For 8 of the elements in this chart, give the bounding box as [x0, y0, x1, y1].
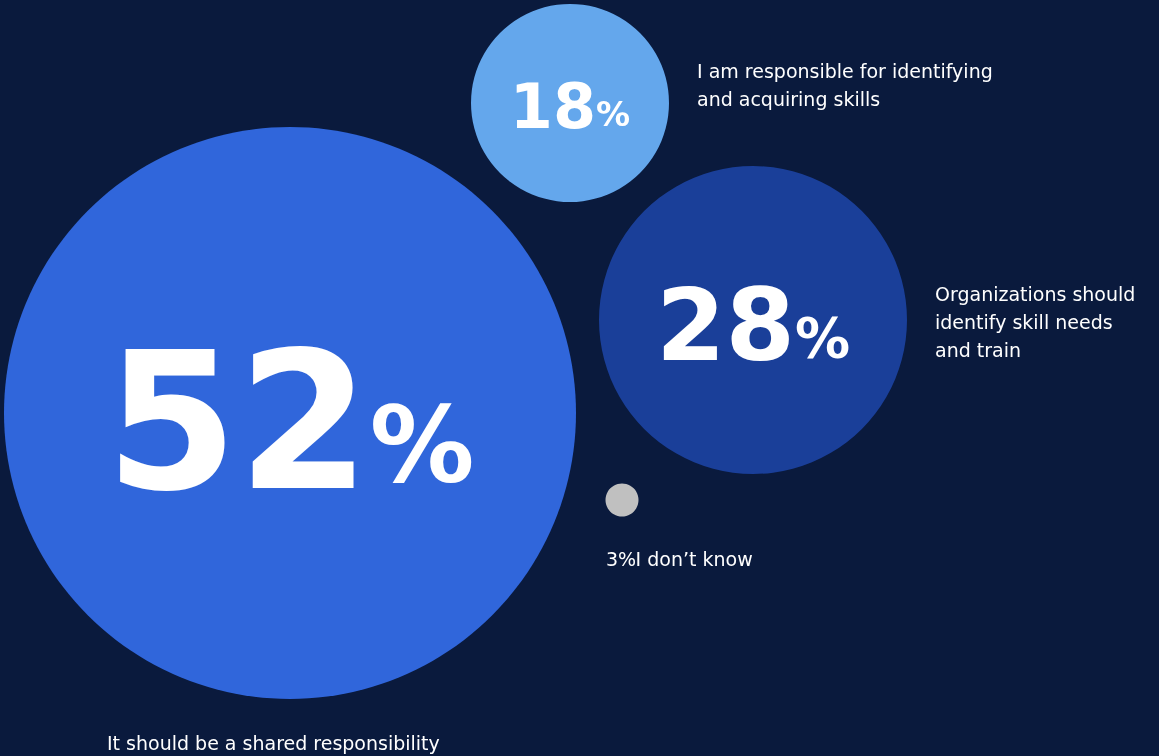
category-label: Organizations should identify skill needs and train	[935, 283, 1136, 361]
data-label: 52%	[105, 312, 475, 533]
data-label: 3%	[606, 548, 637, 570]
category-label: It should be a shared responsibility	[107, 732, 440, 754]
data-label: 18%	[509, 69, 631, 143]
category-label: I don’t know	[635, 548, 753, 570]
data-label: 28%	[655, 266, 851, 384]
category-label: I am responsible for identifying and acquiring skills	[697, 60, 993, 110]
